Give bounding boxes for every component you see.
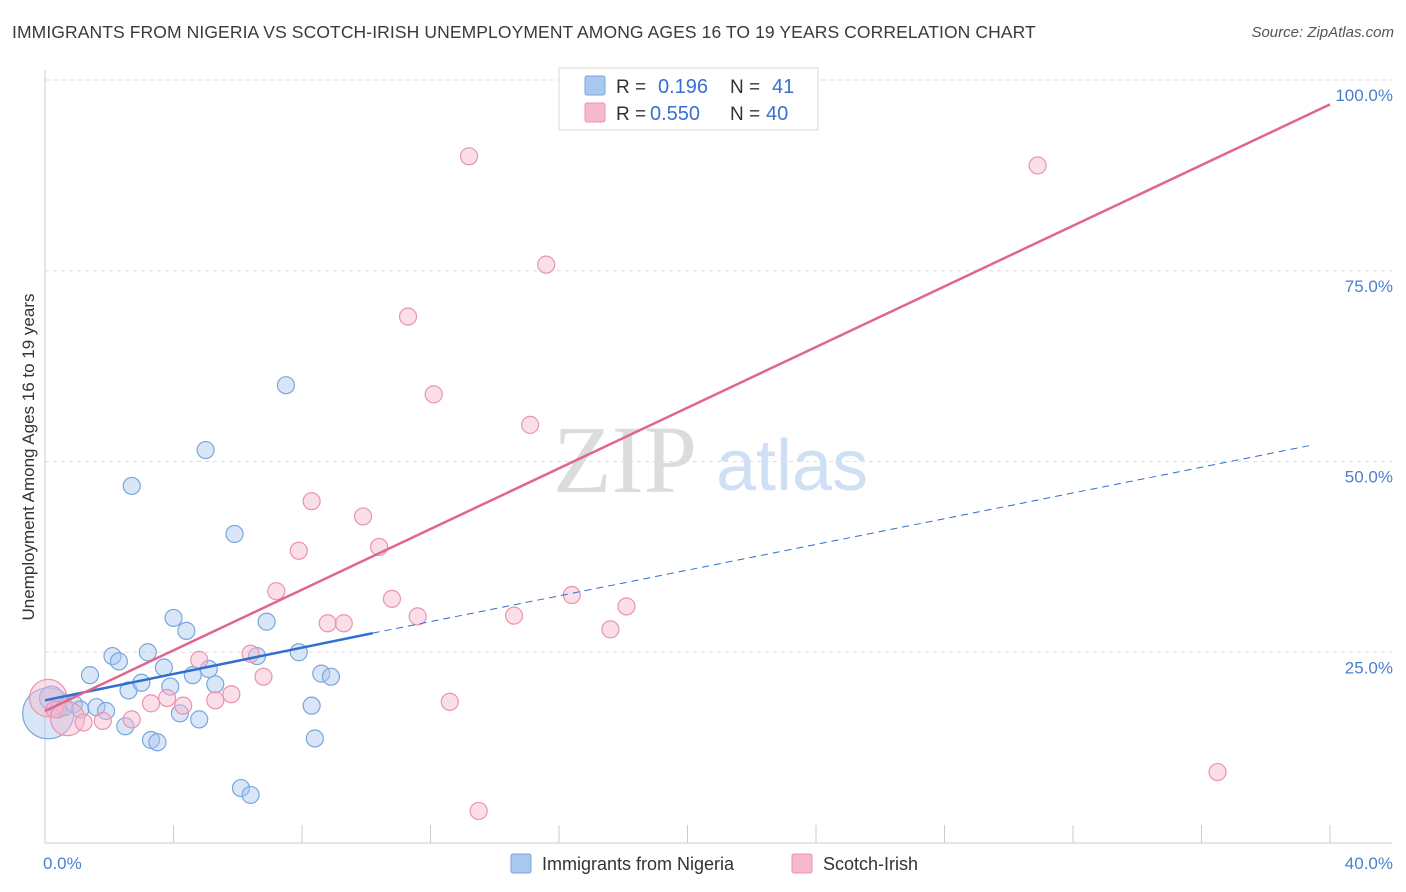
y-tick-labels: 25.0% 50.0% 75.0% 100.0% [1335, 86, 1393, 677]
data-point [206, 675, 225, 694]
data-point [601, 620, 620, 639]
data-point [334, 614, 353, 633]
data-point [537, 255, 556, 274]
data-point [22, 687, 75, 740]
data-point [302, 492, 321, 511]
gridlines [45, 79, 1392, 653]
legend-swatch-nigeria [584, 75, 606, 96]
data-point [318, 614, 337, 633]
legend-label-scotch-irish: Scotch-Irish [823, 854, 918, 874]
source-credit: Source: ZipAtlas.com [1251, 24, 1394, 41]
data-point [122, 710, 141, 729]
data-point [93, 711, 112, 731]
axes [44, 70, 1392, 844]
data-point [231, 778, 251, 798]
data-point [276, 376, 296, 395]
legend-swatch-nigeria [510, 853, 532, 874]
x-tick-label: 40.0% [1345, 854, 1393, 873]
data-point [382, 589, 402, 608]
data-point [305, 729, 324, 748]
data-point [321, 667, 341, 686]
series-nigeria [22, 376, 341, 805]
data-point [459, 147, 479, 166]
x-tick-labels: 0.0% 40.0% [43, 854, 1393, 873]
data-point [225, 524, 244, 544]
data-point [174, 696, 193, 715]
data-point [28, 678, 68, 718]
watermark-zip: ZIP [553, 406, 697, 513]
data-point [190, 650, 209, 669]
data-point [138, 643, 157, 662]
data-point [164, 608, 183, 628]
data-point [302, 696, 321, 715]
legend-swatch-scotch-irish [791, 853, 813, 874]
data-point [398, 307, 418, 326]
data-point [254, 667, 273, 686]
legend-n-value: 41 [772, 76, 794, 98]
data-point [96, 701, 116, 721]
trend-line-scotch-irish [44, 103, 1331, 713]
data-point [1208, 762, 1227, 782]
trend-lines [44, 103, 1331, 713]
y-axis-label: Unemployment Among Ages 16 to 19 years [19, 294, 38, 621]
data-point [257, 612, 276, 631]
data-point [154, 658, 173, 677]
data-point [161, 677, 180, 696]
data-point [424, 385, 443, 404]
data-point [289, 541, 308, 560]
data-point [116, 717, 135, 736]
data-point [1028, 156, 1047, 175]
data-point [562, 585, 581, 605]
data-point [408, 607, 427, 626]
watermark-atlas: atlas [716, 426, 868, 506]
legend-r-label: R = [616, 77, 646, 98]
data-point [190, 710, 209, 729]
data-point [440, 692, 459, 711]
data-point [206, 691, 225, 710]
legend-r-value: 0.196 [658, 76, 708, 98]
legend-swatch-scotch-irish [584, 102, 606, 123]
data-point [267, 582, 286, 601]
y-tick-label: 50.0% [1345, 468, 1393, 487]
y-tick-label: 100.0% [1335, 86, 1393, 105]
legend-n-label: N = [730, 77, 760, 98]
data-point [157, 688, 177, 708]
data-point [122, 476, 141, 496]
data-point [222, 685, 241, 704]
data-point [617, 597, 636, 616]
data-point [74, 713, 93, 732]
data-point [241, 785, 260, 805]
data-point [353, 507, 373, 526]
data-point [520, 415, 540, 434]
data-point [177, 621, 196, 640]
x-tick-label: 0.0% [43, 854, 82, 873]
data-point [196, 440, 215, 460]
data-point [141, 694, 161, 713]
trend-line-nigeria [44, 631, 373, 702]
data-point [80, 666, 100, 685]
legend-r-label: R = [616, 104, 646, 125]
trend-extension-nigeria [372, 444, 1315, 634]
legend-n-value: 40 [766, 103, 788, 125]
chart-title: IMMIGRANTS FROM NIGERIA VS SCOTCH-IRISH … [12, 22, 1036, 42]
legend-n-label: N = [730, 104, 760, 125]
legend-top: R = 0.196 N = 41 R = 0.550 N = 40 [558, 67, 819, 131]
data-point [469, 801, 488, 821]
data-point [148, 733, 167, 752]
legend-bottom: Immigrants from Nigeria Scotch-Irish [510, 853, 918, 874]
legend-r-value: 0.550 [650, 103, 700, 125]
y-tick-label: 25.0% [1345, 658, 1393, 677]
data-point [109, 652, 128, 671]
legend-label-nigeria: Immigrants from Nigeria [542, 854, 735, 874]
data-point [504, 606, 524, 625]
y-tick-label: 75.0% [1345, 277, 1393, 296]
